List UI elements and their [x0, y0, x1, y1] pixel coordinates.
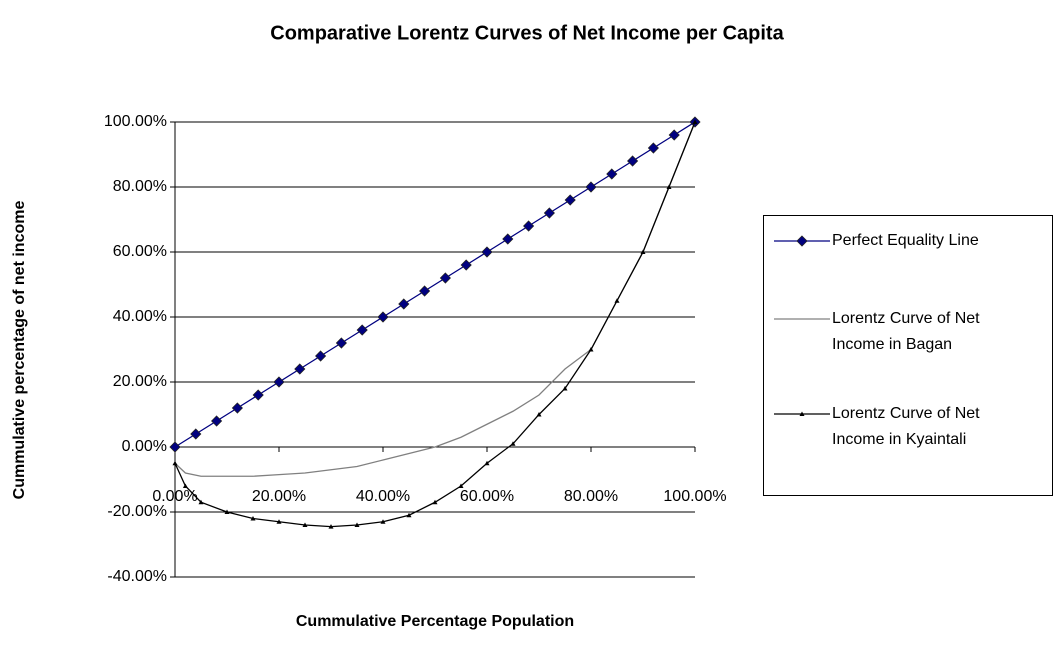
legend-label: Lorentz Curve of Net Income in Bagan — [832, 310, 980, 353]
point — [356, 324, 368, 336]
y-axis-label: Cummulative percentage of net income — [11, 201, 28, 500]
legend-swatch — [774, 318, 830, 320]
point — [460, 259, 472, 271]
y-tick-label: 20.00% — [113, 373, 167, 390]
y-tick-label: 0.00% — [122, 438, 167, 455]
x-tick-label: 40.00% — [356, 488, 410, 505]
point — [252, 389, 264, 401]
legend-label: Perfect Equality Line — [832, 232, 979, 249]
legend-label: Lorentz Curve of Net Income in Kyaintali — [832, 405, 980, 448]
point — [377, 311, 389, 323]
legend-item: Perfect Equality Line — [772, 228, 1052, 254]
chart-title: Comparative Lorentz Curves of Net Income… — [270, 22, 784, 44]
point — [250, 516, 256, 521]
point — [354, 522, 360, 527]
point — [502, 233, 514, 245]
point — [315, 350, 327, 362]
y-tick-label: 100.00% — [104, 113, 167, 130]
point — [668, 129, 680, 141]
series-line — [174, 121, 696, 528]
y-tick-label: 40.00% — [113, 308, 167, 325]
point — [543, 207, 555, 219]
series-line — [174, 121, 696, 448]
x-tick-label: 0.00% — [152, 488, 197, 505]
legend-item: Lorentz Curve of Net Income in Bagan — [772, 306, 1052, 358]
point — [380, 519, 386, 524]
point — [224, 509, 230, 514]
point — [536, 412, 542, 417]
point — [481, 246, 493, 258]
point — [190, 428, 202, 440]
legend-item: Lorentz Curve of Net Income in Kyaintali — [772, 401, 1052, 453]
point — [666, 184, 672, 189]
point — [796, 235, 808, 247]
point — [328, 524, 334, 529]
point — [302, 522, 308, 527]
point — [432, 499, 438, 505]
point — [510, 441, 516, 446]
point — [523, 220, 535, 232]
y-tick-label: 80.00% — [113, 178, 167, 195]
point — [640, 249, 646, 254]
point — [273, 376, 285, 388]
point — [211, 415, 223, 427]
legend-swatch — [774, 411, 830, 416]
point — [458, 483, 464, 488]
point — [484, 460, 490, 466]
point — [231, 402, 243, 414]
x-tick-label: 80.00% — [564, 488, 618, 505]
point — [169, 441, 181, 453]
point — [198, 499, 204, 505]
point — [585, 181, 597, 193]
point — [406, 512, 412, 518]
point — [588, 347, 594, 352]
point — [276, 519, 282, 524]
y-tick-label: 60.00% — [113, 243, 167, 260]
point — [614, 298, 620, 303]
point — [647, 142, 659, 154]
point — [799, 411, 805, 416]
y-tick-label: -20.00% — [107, 503, 167, 520]
point — [627, 155, 639, 167]
x-axis-label: Cummulative Percentage Population — [296, 613, 574, 630]
x-tick-label: 100.00% — [663, 488, 726, 505]
point — [419, 285, 431, 297]
point — [335, 337, 347, 349]
x-tick-label: 20.00% — [252, 488, 306, 505]
point — [398, 298, 410, 310]
point — [172, 460, 178, 466]
x-tick-label: 60.00% — [460, 488, 514, 505]
legend-swatch — [774, 235, 830, 247]
legend: Perfect Equality Line Lorentz Curve of Ne… — [763, 215, 1053, 496]
point — [439, 272, 451, 284]
point — [606, 168, 618, 180]
point — [564, 194, 576, 206]
point — [562, 386, 568, 391]
point — [182, 483, 188, 488]
y-tick-label: -40.00% — [107, 568, 167, 585]
point — [294, 363, 306, 375]
point — [692, 119, 698, 124]
